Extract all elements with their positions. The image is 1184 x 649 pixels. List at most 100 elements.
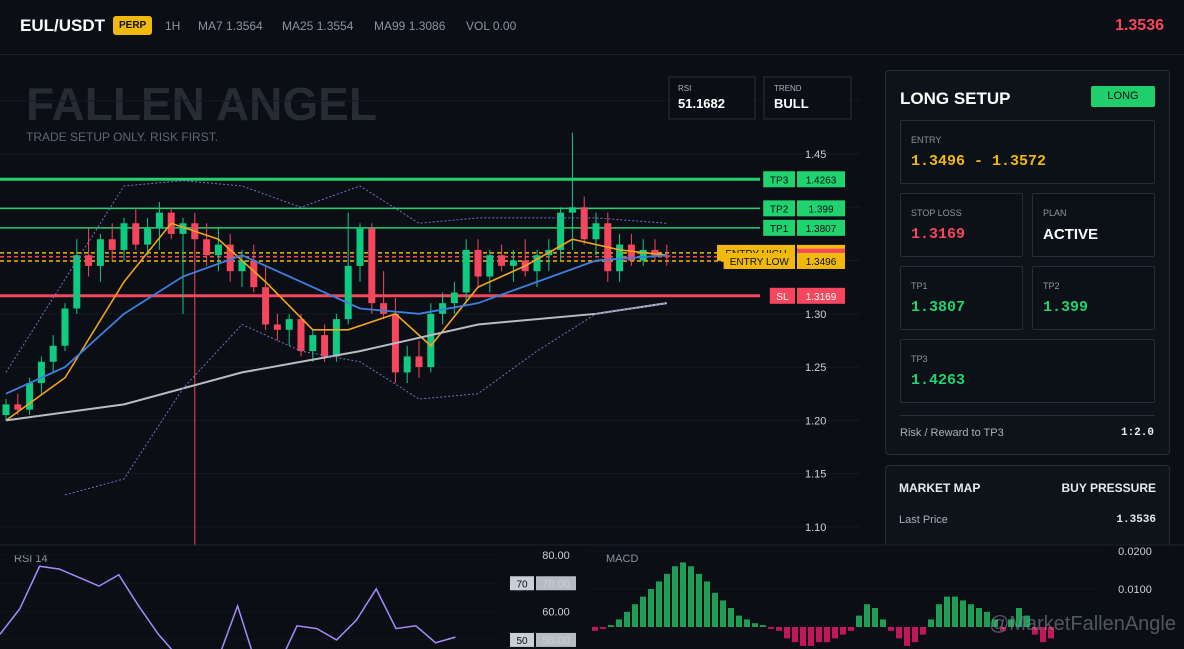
interval[interactable]: 1H	[165, 19, 181, 33]
label: ENTRY	[911, 135, 942, 145]
indicator-value: 0.00	[492, 19, 517, 33]
stat-label: TREND	[774, 84, 802, 93]
market-status: BUY PRESSURE	[1061, 481, 1156, 495]
macd-bar	[1008, 619, 1014, 627]
candle-body	[167, 212, 175, 234]
candle-body	[344, 265, 352, 320]
candle-body	[498, 255, 506, 266]
macd-bar	[936, 604, 942, 627]
divider	[900, 415, 1155, 416]
macd-bar	[608, 625, 614, 627]
candle-body	[462, 249, 470, 293]
macd-bar	[824, 626, 830, 643]
y-tick-label: 1.10	[805, 522, 826, 534]
macd-bar	[944, 596, 950, 627]
y-tick-label: 1.25	[805, 362, 826, 374]
candle-body	[61, 308, 69, 346]
level-value: 1.3807	[806, 224, 837, 235]
level-tag	[723, 252, 795, 269]
macd-bar	[912, 626, 918, 643]
stat-label: RSI	[678, 84, 691, 93]
level-value: 1.399	[808, 204, 833, 215]
candle-body	[356, 228, 364, 266]
stop-box: STOP LOSS 1.3169	[900, 193, 1023, 257]
macd-bar	[664, 573, 670, 627]
macd-bar	[880, 619, 886, 627]
candle-body	[391, 313, 399, 373]
candle-body	[273, 324, 281, 330]
level-tag	[536, 632, 576, 647]
macd-panel	[590, 545, 1184, 649]
level-value: 1.4263	[806, 175, 837, 186]
macd-bar	[952, 596, 958, 627]
level-label: ENTRY HIGH	[725, 249, 786, 260]
level-tag	[763, 200, 795, 217]
candle-body	[604, 223, 612, 272]
candle-body	[427, 313, 435, 368]
macd-bar	[760, 625, 766, 627]
indicator-line	[5, 222, 667, 422]
macd-bar	[688, 566, 694, 627]
candle-body	[439, 303, 447, 314]
macd-bar	[736, 615, 742, 627]
macd-bar	[872, 608, 878, 627]
macd-bar	[776, 626, 782, 631]
badge[interactable]: PERP	[113, 16, 153, 35]
candle-body	[368, 228, 376, 304]
subtitle: TRADE SETUP ONLY. RISK FIRST.	[26, 130, 218, 144]
macd-bar	[656, 581, 662, 627]
label: TP1	[911, 281, 928, 291]
last-price: 1.3536	[1115, 17, 1164, 34]
level-value: 1.3496	[806, 257, 837, 268]
candle-body	[297, 319, 305, 352]
macd-bar	[1000, 626, 1006, 631]
macd-title: MACD	[606, 553, 638, 565]
label: TP2	[1043, 281, 1060, 291]
level-value: 1.3572	[806, 249, 837, 260]
header: EUL/USDT PERP 1H MA7 1.3564 MA25 1.3554 …	[0, 0, 1184, 55]
last-price-label: Last Price	[899, 514, 948, 526]
value: 1.4263	[911, 372, 966, 389]
tp-box: TP2 1.399	[1032, 266, 1155, 330]
value: ACTIVE	[1043, 226, 1099, 243]
level-label: SL	[776, 292, 789, 303]
level-tag-label: 50	[516, 636, 528, 647]
macd-bar	[896, 626, 902, 639]
indicator-line	[5, 180, 667, 373]
market-card: MARKET MAP BUY PRESSURE Last Price 1.353…	[885, 465, 1170, 545]
macd-bar	[632, 604, 638, 627]
candle-body	[226, 244, 234, 272]
level-tag	[717, 244, 795, 261]
candle-body	[85, 255, 93, 266]
stat-box	[668, 76, 756, 120]
level-tag	[510, 632, 534, 647]
candle-body	[132, 223, 140, 245]
candle-body	[403, 356, 411, 373]
candle-body	[474, 249, 482, 277]
y-tick-label: 0.0100	[1118, 584, 1152, 596]
side-badge: LONG	[1091, 86, 1155, 107]
candle-body	[557, 212, 565, 250]
candle-body	[321, 335, 329, 357]
macd-bar	[904, 626, 910, 646]
level-label: ENTRY LOW	[730, 257, 790, 268]
macd-bar	[968, 604, 974, 627]
macd-bar	[888, 626, 894, 631]
side-panel: LONG SETUP LONG ENTRY 1.3496 - 1.3572 ST…	[870, 56, 1184, 545]
macd-bar	[680, 562, 686, 627]
level-label: TP1	[770, 224, 789, 235]
level-tag	[797, 287, 845, 304]
indicator-label: MA7	[198, 19, 223, 33]
macd-bar	[712, 592, 718, 627]
watermark: @MarketFallenAngle	[989, 613, 1176, 635]
candle-body	[14, 404, 22, 410]
rr-label: Risk / Reward to TP3	[900, 427, 1004, 439]
indicator-line	[64, 302, 667, 496]
y-tick-label: 1.15	[805, 469, 826, 481]
candle-body	[203, 239, 211, 256]
candle-body	[627, 244, 635, 261]
plan-box: PLAN ACTIVE	[1032, 193, 1155, 257]
macd-bar	[720, 600, 726, 627]
indicator: VOL 0.00	[466, 19, 516, 33]
candle-body	[37, 361, 45, 384]
